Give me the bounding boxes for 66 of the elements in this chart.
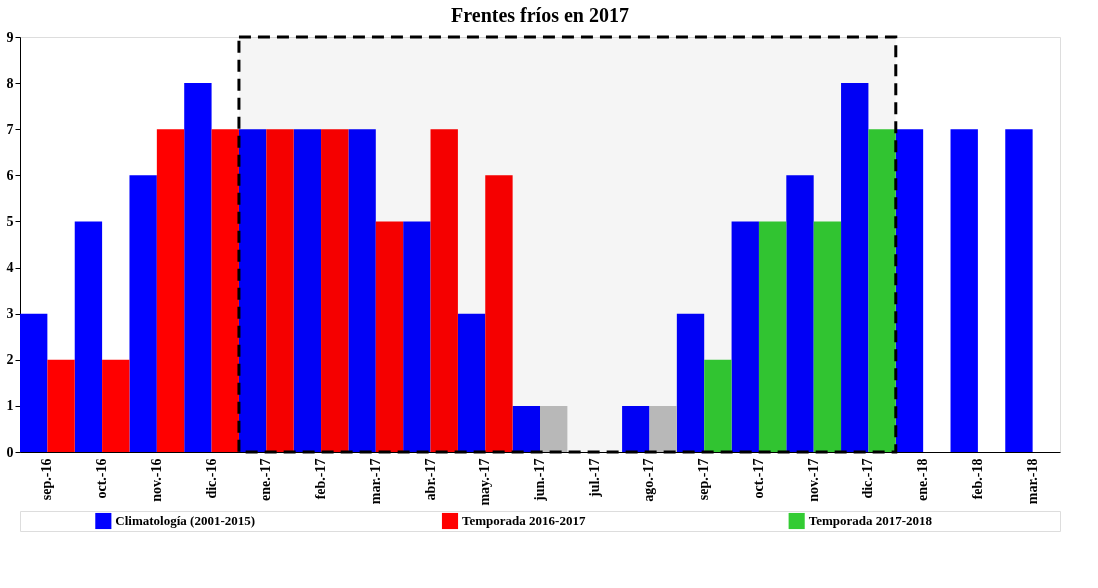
x-tick-label: jul.-17 [586,458,602,498]
legend-label: Temporada 2017-2018 [808,513,933,528]
bar [649,405,677,452]
bar [786,175,814,452]
x-tick-label: may.-17 [477,458,493,506]
bar [156,129,185,452]
bar [676,313,705,452]
legend-label: Temporada 2016-2017 [462,513,586,528]
bar [375,221,404,452]
x-tick-label: ene.-17 [258,458,274,501]
bar [348,129,376,452]
bar [813,221,842,452]
bar [622,405,650,452]
y-tick-label: 1 [6,398,14,414]
bar [20,313,48,452]
y-tick-label: 8 [6,75,14,91]
x-tick-label: oct.-16 [94,458,110,499]
bar [129,175,157,452]
bar [1005,129,1033,452]
bar [47,359,75,452]
bar [950,129,978,452]
legend-label: Climatología (2001-2015) [115,513,256,528]
y-tick-label: 4 [6,260,14,276]
x-tick-label: abr.-17 [422,458,438,501]
bar [512,405,540,452]
x-tick-label: nov.-17 [805,458,821,502]
bar [321,129,349,452]
x-tick-label: sep.-16 [39,458,55,501]
x-tick-label: mar.-17 [367,458,383,505]
bar [403,221,431,452]
x-tick-label: feb.-18 [969,458,985,500]
bar [74,221,103,452]
y-tick-label: 2 [6,352,14,368]
bar [430,129,458,452]
bar [895,129,924,452]
y-tick-label: 9 [6,29,14,45]
y-tick-label: 5 [6,213,14,229]
bar [293,129,322,452]
y-tick-label: 3 [6,306,14,322]
bar [102,359,130,452]
x-tick-label: ago.-17 [641,458,657,502]
x-tick-label: mar.-18 [1024,458,1040,505]
bar [841,83,869,452]
bar [868,129,896,452]
x-tick-label: sep.-17 [696,458,712,501]
x-tick-label: oct.-17 [750,458,766,499]
bar [485,175,513,452]
x-tick-label: feb.-17 [313,458,329,500]
bar [758,221,787,452]
y-tick-label: 6 [6,167,14,183]
chart-title: Frentes fríos en 2017 [451,4,629,26]
x-tick-label: jun.-17 [532,458,547,502]
x-tick-label: dic.-17 [860,458,876,499]
bar [457,313,486,452]
bar [731,221,759,452]
x-tick-label: dic.-16 [203,458,219,499]
y-tick-label: 0 [6,444,14,460]
bar [238,129,267,452]
bar [211,129,239,452]
x-tick-label: nov.-16 [148,458,164,502]
y-tick-label: 7 [6,121,14,137]
bar [266,129,294,452]
bar [184,83,212,452]
x-tick-label: ene.-18 [915,458,931,501]
bar [704,359,732,452]
bar [540,405,568,452]
